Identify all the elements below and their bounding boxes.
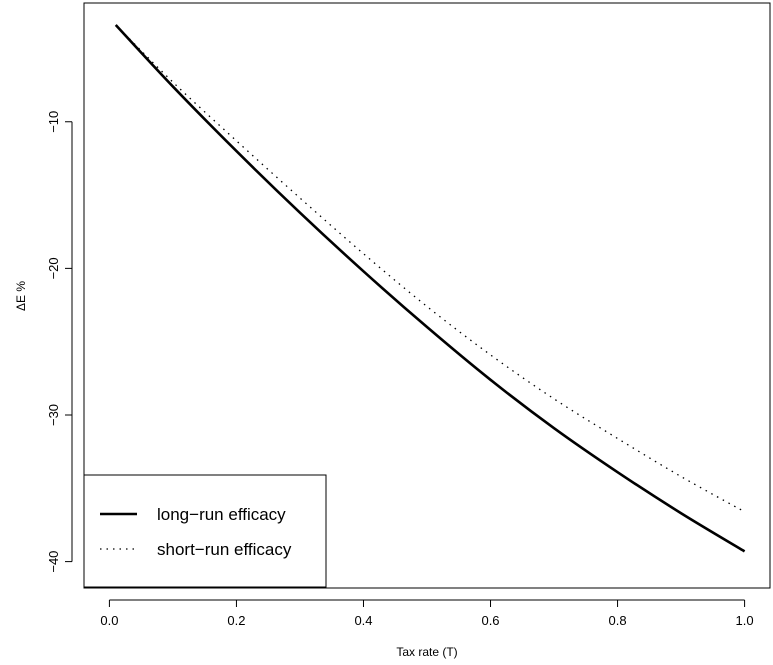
series-layer [114, 24, 746, 553]
y-tick-label: −10 [46, 111, 61, 133]
y-tick-label: −40 [46, 551, 61, 573]
x-tick-label: 0.4 [354, 613, 372, 628]
legend-label-long-run: long−run efficacy [157, 505, 286, 524]
series-line-1 [115, 24, 745, 513]
x-tick-label: 0.0 [100, 613, 118, 628]
y-tick-label: −20 [46, 257, 61, 279]
x-axis-title: Tax rate (T) [396, 645, 457, 659]
x-axis: 0.0 0.2 0.4 0.6 0.8 1.0 [100, 599, 754, 628]
y-axis-title: ΔE % [14, 281, 28, 311]
y-tick-label: −30 [46, 404, 61, 426]
plot-frame [83, 2, 771, 589]
x-tick-label: 0.2 [227, 613, 245, 628]
x-tick-label: 0.6 [481, 613, 499, 628]
legend-box [83, 474, 327, 588]
x-tick-label: 1.0 [736, 613, 754, 628]
y-axis: −10 −20 −30 −40 [46, 111, 73, 573]
legend-label-short-run: short−run efficacy [157, 540, 292, 559]
series-line-0 [114, 24, 746, 553]
x-tick-label: 0.8 [609, 613, 627, 628]
legend: long−run efficacy short−run efficacy [83, 474, 327, 588]
